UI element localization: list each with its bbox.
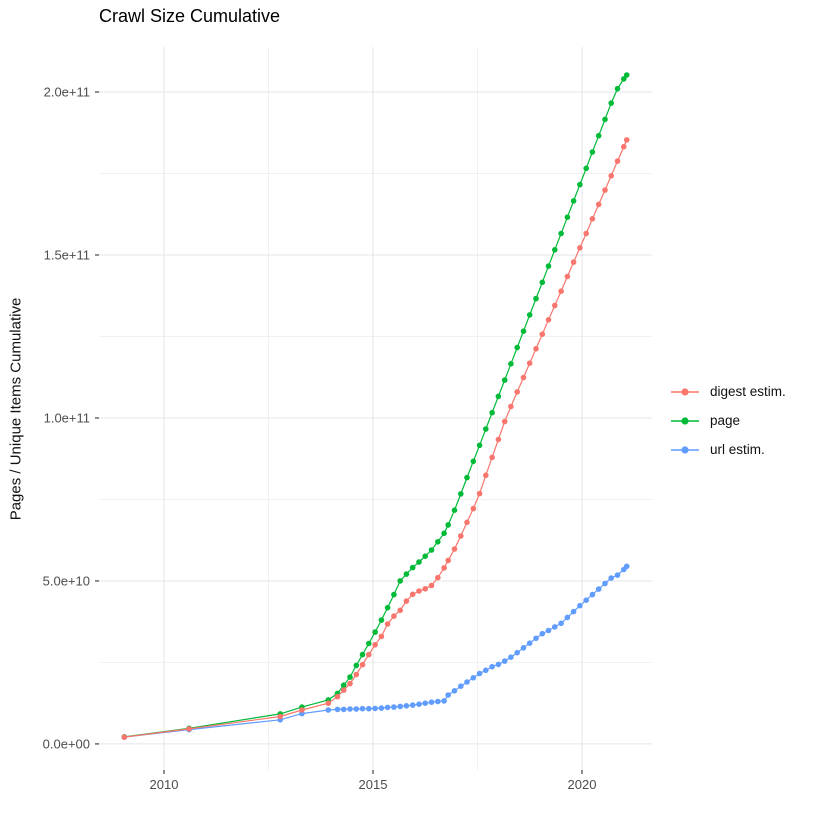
svg-text:2015: 2015 bbox=[359, 777, 388, 792]
legend-item-url-estim: url estim. bbox=[670, 435, 786, 464]
legend-key-url-estim-icon bbox=[671, 445, 699, 454]
svg-text:0.0e+00: 0.0e+00 bbox=[43, 736, 90, 751]
legend-item-label: digest estim. bbox=[710, 384, 786, 399]
x-axis-labels: 2010 2015 2020 bbox=[150, 777, 597, 792]
svg-text:1.5e+11: 1.5e+11 bbox=[44, 247, 90, 262]
svg-text:2010: 2010 bbox=[150, 777, 179, 792]
gridlines-minor bbox=[99, 47, 652, 770]
svg-text:2.0e+11: 2.0e+11 bbox=[44, 84, 90, 99]
svg-text:2020: 2020 bbox=[568, 777, 597, 792]
y-axis-labels: 0.0e+00 5.0e+10 1.0e+11 1.5e+11 2.0e+11 bbox=[43, 84, 90, 751]
legend-key-page-icon bbox=[671, 416, 699, 425]
legend-item-digest-estim: digest estim. bbox=[670, 377, 786, 406]
legend-item-label: page bbox=[710, 413, 741, 428]
svg-text:5.0e+10: 5.0e+10 bbox=[43, 573, 90, 588]
series-digest-estim bbox=[121, 137, 630, 740]
axis-ticks bbox=[95, 91, 583, 774]
legend-item-label: url estim. bbox=[710, 442, 765, 457]
legend-key-digest-estim-icon bbox=[671, 387, 699, 396]
series-url-estim bbox=[121, 563, 630, 740]
legend: digest estim. page url estim. bbox=[670, 377, 786, 464]
gridlines-major bbox=[99, 47, 652, 770]
series-page bbox=[121, 72, 630, 740]
svg-text:1.0e+11: 1.0e+11 bbox=[44, 410, 90, 425]
chart-title: Crawl Size Cumulative bbox=[99, 6, 281, 26]
legend-item-page: page bbox=[670, 406, 786, 435]
